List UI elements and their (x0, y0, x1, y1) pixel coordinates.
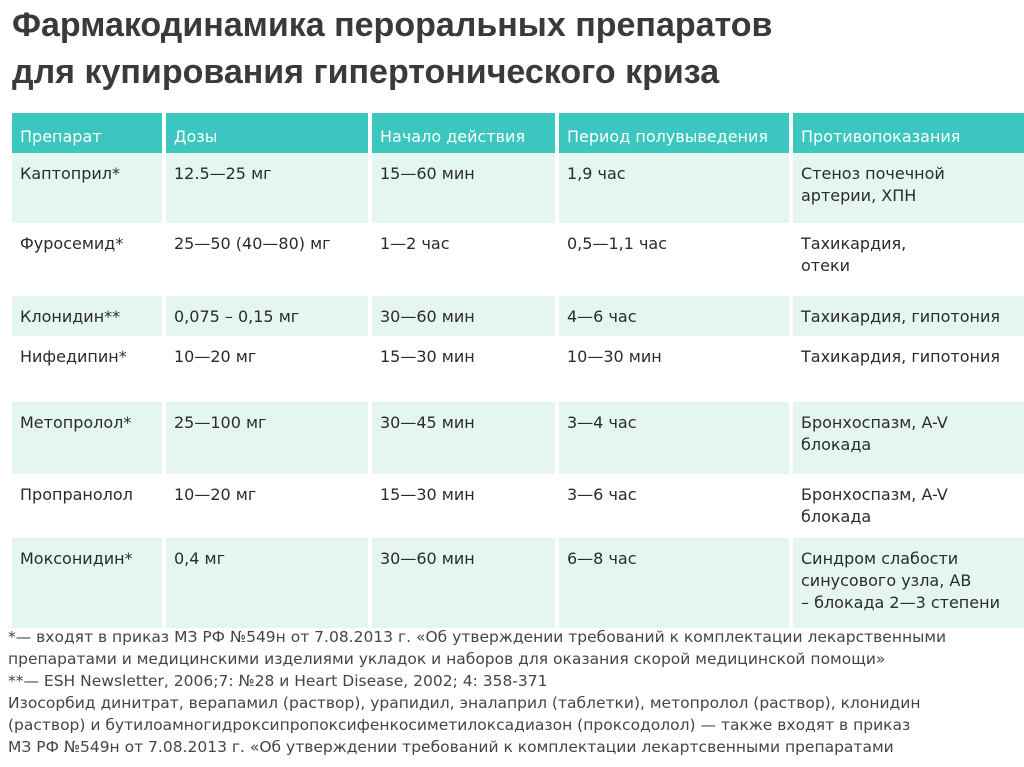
cell-onset: 15—30 мин (380, 485, 475, 504)
cell-dose: 10—20 мг (174, 347, 257, 366)
cell-drug: Метопролол* (12, 402, 162, 474)
footnote-line: препаратами и медицинскими изделиями укл… (8, 650, 886, 668)
table-row: Моксонидин* 0,4 мг 30—60 мин 6—8 час Синдром… (12, 538, 1024, 628)
cell-dose: 25—100 мг (166, 402, 368, 474)
cell-drug: Моксонидин* (12, 538, 162, 628)
cell-dose: 10—20 мг (174, 485, 257, 504)
cell-onset: 1—2 час (380, 234, 450, 253)
footnote-line: *— входят в приказ МЗ РФ №549н от 7.08.2… (8, 628, 947, 646)
footnote-line: (раствор) и бутилоамногидроксипропоксифе… (8, 716, 911, 734)
cell-drug: Каптоприл* (12, 153, 162, 223)
cell-onset: 15—60 мин (372, 153, 555, 223)
footnote-line: Изосорбид динитрат, верапамил (раствор),… (8, 694, 921, 712)
contraindication-line: блокада (801, 507, 872, 526)
header-dose: Дозы (166, 113, 368, 153)
cell-drug: Клонидин** (12, 296, 162, 336)
title-line-1: Фармакодинамика пероральных препаратов (12, 6, 773, 44)
cell-half-life: 3—6 час (567, 485, 637, 504)
cell-contraindications: Бронхоспазм, A-V блокада (793, 474, 1024, 538)
table-row: Фуросемид* 25—50 (40—80) мг 1—2 час 0,5—1,1… (12, 223, 1024, 296)
cell-half-life: 10—30 мин (567, 347, 662, 366)
contraindication-line: Стеноз почечной (801, 164, 945, 183)
contraindication-line: Бронхоспазм, A-V (801, 413, 948, 432)
table-header-row: Препарат Дозы Начало действия Период пол… (12, 113, 1024, 153)
cell-onset: 15—30 мин (380, 347, 475, 366)
cell-drug: Нифедипин* (20, 347, 127, 366)
cell-drug: Фуросемид* (20, 234, 124, 253)
cell-onset: 30—60 мин (372, 296, 555, 336)
cell-drug: Пропранолол (20, 485, 133, 504)
contraindication-line: Бронхоспазм, A-V (801, 485, 948, 504)
footnote-line: МЗ РФ №549н от 7.08.2013 г. «Об утвержде… (8, 738, 894, 756)
header-drug: Препарат (12, 113, 162, 153)
contraindication-line: Синдром слабости (801, 549, 959, 568)
table-row: Метопролол* 25—100 мг 30—45 мин 3—4 час Брон… (12, 402, 1024, 474)
header-half-life: Период полувыведения (559, 113, 789, 153)
table-row: Клонидин** 0,075 – 0,15 мг 30—60 мин 4—6 ча… (12, 296, 1024, 336)
header-contraindications: Противопоказания (793, 113, 1024, 153)
cell-onset: 30—45 мин (372, 402, 555, 474)
contraindication-line: – блокада 2—3 степени (801, 593, 1000, 612)
page-title: Фармакодинамика пероральных препаратов д… (12, 2, 1012, 96)
cell-half-life: 3—4 час (559, 402, 789, 474)
cell-half-life: 1,9 час (559, 153, 789, 223)
cell-dose: 12.5—25 мг (166, 153, 368, 223)
table-row: Каптоприл* 12.5—25 мг 15—60 мин 1,9 час Стен… (12, 153, 1024, 223)
cell-dose: 0,4 мг (166, 538, 368, 628)
cell-contraindications: Тахикардия, гипотония (793, 296, 1024, 336)
cell-half-life: 6—8 час (559, 538, 789, 628)
cell-half-life: 4—6 час (559, 296, 789, 336)
cell-dose: 25—50 (40—80) мг (174, 234, 331, 253)
drug-table: Препарат Дозы Начало действия Период пол… (12, 113, 1024, 628)
contraindication-line: Тахикардия, гипотония (801, 347, 1000, 366)
cell-contraindications: Тахикардия, отеки (793, 223, 1024, 296)
cell-contraindications: Бронхоспазм, A-V блокада (793, 402, 1024, 474)
contraindication-line: Тахикардия, гипотония (801, 307, 1000, 326)
table-row: Пропранолол 10—20 мг 15—30 мин 3—6 час Бронх… (12, 474, 1024, 538)
cell-contraindications: Стеноз почечной артерии, ХПН (793, 153, 1024, 223)
contraindication-line: синусового узла, АВ (801, 571, 972, 590)
footnotes: *— входят в приказ МЗ РФ №549н от 7.08.2… (8, 626, 1024, 758)
header-onset: Начало действия (372, 113, 555, 153)
cell-contraindications: Тахикардия, гипотония (793, 336, 1024, 402)
cell-contraindications: Синдром слабости синусового узла, АВ – бло… (793, 538, 1024, 628)
contraindication-line: блокада (801, 435, 872, 454)
table-row: Нифедипин* 10—20 мг 15—30 мин 10—30 мин Тахи… (12, 336, 1024, 402)
footnote-line: **— ESH Newsletter, 2006;7: №28 и Heart … (8, 672, 548, 690)
title-line-2: для купирования гипертонического криза (12, 53, 720, 91)
cell-dose: 0,075 – 0,15 мг (166, 296, 368, 336)
contraindication-line: Тахикардия, (801, 234, 907, 253)
contraindication-line: артерии, ХПН (801, 186, 917, 205)
cell-onset: 30—60 мин (372, 538, 555, 628)
cell-half-life: 0,5—1,1 час (567, 234, 668, 253)
contraindication-line: отеки (801, 256, 851, 275)
